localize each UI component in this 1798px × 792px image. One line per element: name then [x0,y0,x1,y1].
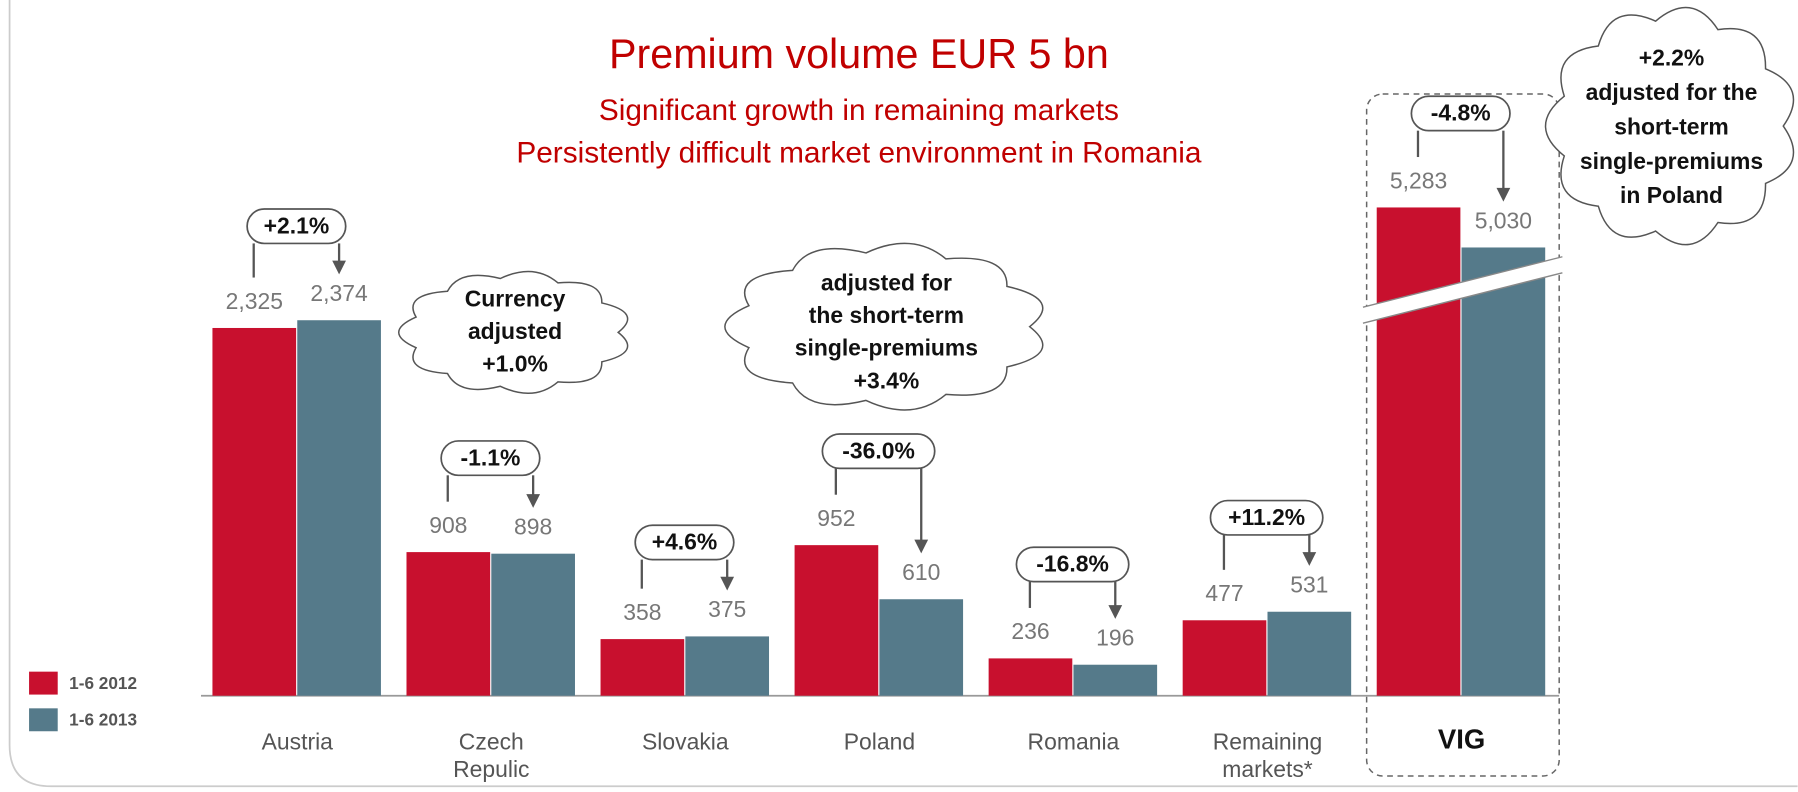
cloud-text: single-premiums [1580,148,1763,174]
x-tick-label-box: Remaining markets* [1212,730,1323,783]
change-pill [1209,499,1324,536]
change-pill [821,433,936,470]
axis-break [1362,256,1563,324]
value-label: 236 [1011,618,1049,644]
bar [1267,611,1352,696]
cloud-text: +2.2% [1639,45,1705,71]
arrow-head [1496,187,1511,202]
legend-swatch [29,671,58,695]
change-pill [1410,95,1511,132]
x-tick-label: Czech Repulic [453,730,530,783]
bar [685,636,770,696]
value-label: 952 [817,505,855,531]
cloud-text: short-term [1614,113,1729,139]
bar [794,545,879,696]
cloud-text: in Poland [1620,182,1723,208]
change-label: +4.6% [652,529,718,555]
chart-subtitle: Persistently difficult market environmen… [516,137,1201,170]
cloud [724,242,1044,411]
arrow-head [332,260,346,275]
chart-subtitle: Significant growth in remaining markets [599,94,1119,127]
cloud-text: Currency [465,285,566,311]
highlight-box [1365,93,1560,777]
change-label: +11.2% [1228,504,1305,530]
x-tick-label-box: Austria [261,730,333,756]
cloud-text: the short-term [809,302,964,328]
value-label: 2,325 [226,288,283,314]
change-label: -1.1% [461,444,521,470]
cloud-text: adjusted [468,318,562,344]
bar [1073,664,1158,696]
x-tick-label: Slovakia [642,730,729,756]
value-label: 358 [623,599,661,625]
value-label: 375 [708,596,746,622]
x-tick-label: Romania [1027,730,1120,756]
value-label: 196 [1096,625,1134,651]
change-pill [246,208,347,245]
change-label: -4.8% [1431,100,1491,126]
change-label: +2.1% [264,212,330,238]
legend-label: 1-6 2013 [69,709,137,729]
x-tick-label: VIG [1437,726,1486,756]
arrow-head [914,539,929,554]
chart-title: Premium volume EUR 5 bn [609,31,1109,77]
bar [600,639,685,696]
axis-break-edge [1362,272,1563,324]
bar [1182,620,1267,696]
cloud-text: +1.0% [482,351,548,377]
cloud-text: adjusted for the [1586,79,1758,105]
change-pill [634,524,735,561]
x-tick-label: Poland [843,730,916,756]
x-tick-label-box: Slovakia [642,730,729,756]
value-label: 5,030 [1475,207,1532,233]
legend-swatch [29,708,58,732]
cloud-text: single-premiums [795,335,978,361]
bar [1461,247,1546,696]
value-label: 898 [514,514,552,540]
arrow-head [1302,552,1317,566]
frame [8,0,1798,788]
x-tick-label-box: Romania [1027,730,1120,756]
bar [406,552,491,696]
bar [988,658,1073,696]
bar [297,320,381,696]
value-label: 477 [1205,580,1243,606]
bar [491,553,575,696]
value-label: 610 [902,559,940,585]
x-tick-label-box: Czech Repulic [453,730,530,783]
change-pill [1015,546,1130,583]
cloud-text: +3.4% [854,367,920,393]
value-label: 5,283 [1390,167,1447,193]
arrow-head [720,576,735,591]
x-tick-label-box: VIG [1437,726,1486,756]
cloud-text: adjusted for [821,269,952,295]
axis-break-edge [1362,256,1563,308]
x-tick-label: Austria [261,730,333,756]
bar [1376,207,1461,696]
change-pill [440,440,541,477]
arrow-head [526,494,541,508]
value-label: 908 [429,512,467,538]
change-label: -36.0% [842,437,915,463]
bar [879,599,964,696]
bar [212,327,297,696]
legend-label: 1-6 2012 [69,673,137,693]
x-tick-label-box: Poland [843,730,916,756]
x-tick-label: Remaining markets* [1212,730,1323,783]
change-label: -16.8% [1036,551,1109,577]
value-label: 2,374 [310,280,368,306]
arrow-head [1108,605,1123,619]
cloud [1544,6,1795,246]
cloud [398,270,629,395]
value-label: 531 [1290,572,1328,598]
